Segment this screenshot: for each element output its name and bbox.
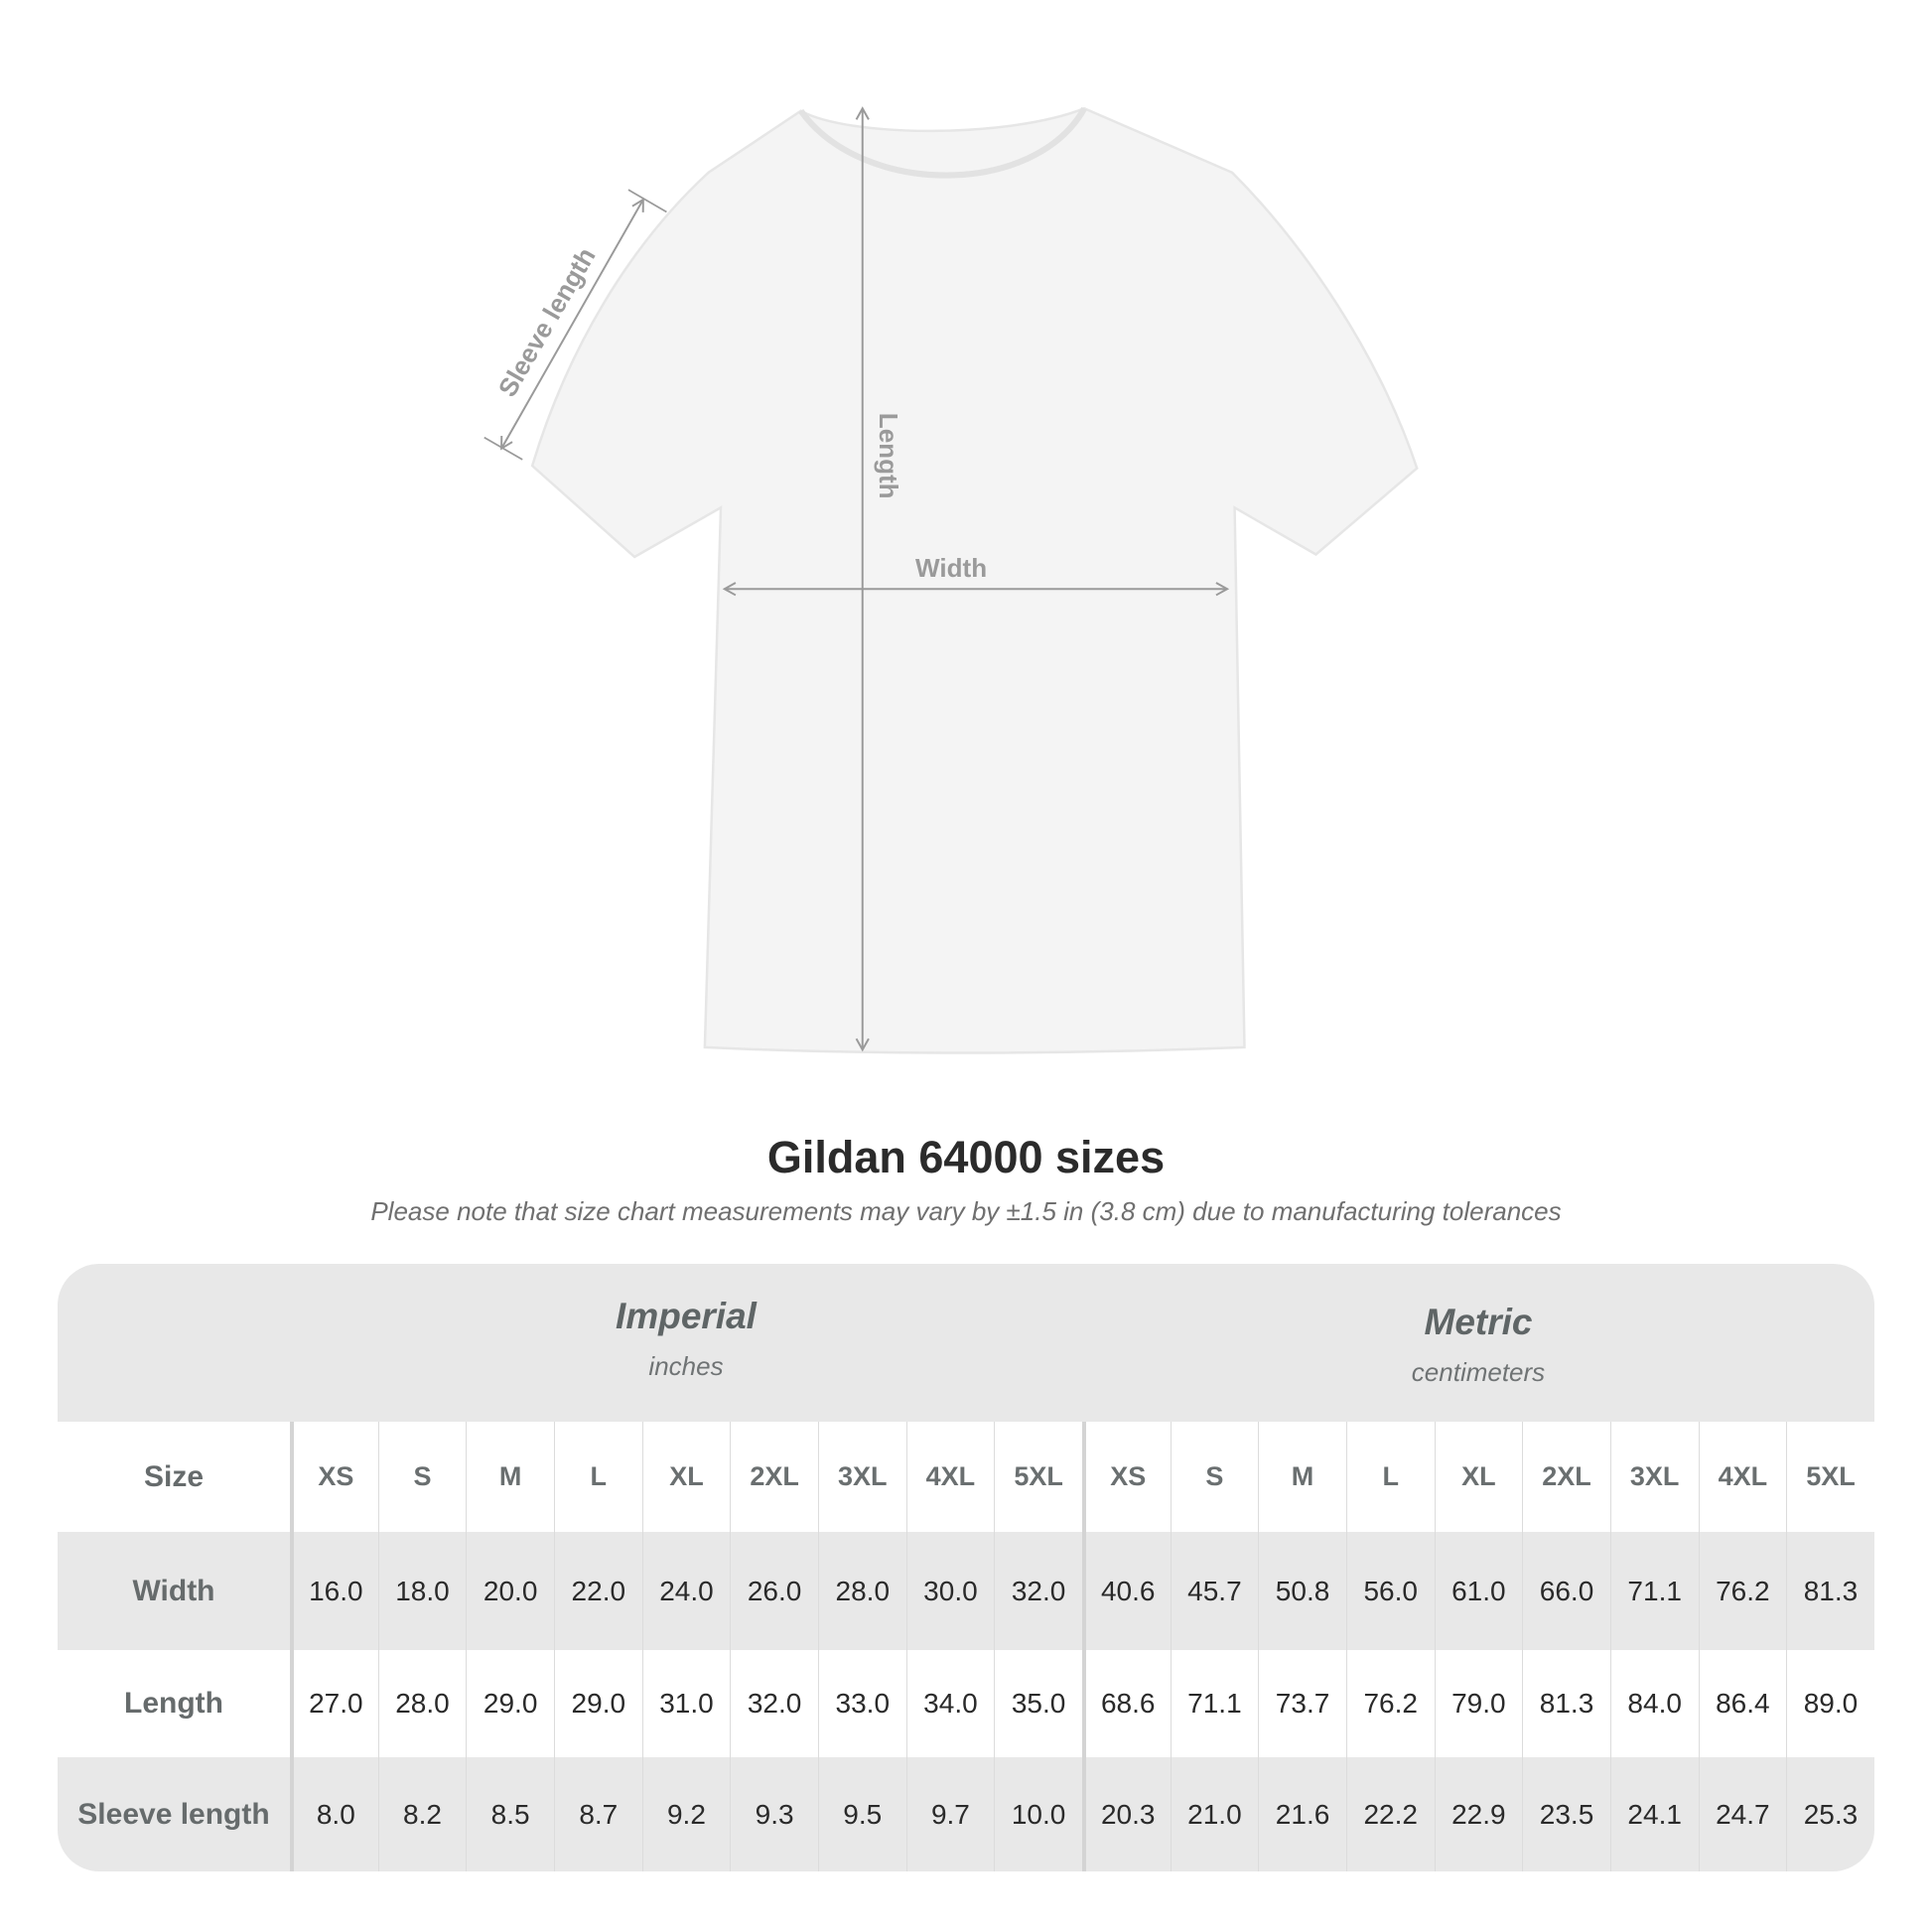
imperial-value-cell: 9.3 [730, 1757, 818, 1871]
imperial-size-header: XL [641, 1422, 731, 1532]
metric-value-cell: 22.9 [1434, 1757, 1523, 1871]
metric-size-header: S [1170, 1422, 1259, 1532]
metric-value-cell: 45.7 [1170, 1532, 1259, 1650]
metric-header: Metric centimeters [1082, 1302, 1874, 1459]
imperial-size-header: XS [290, 1422, 378, 1532]
imperial-value-cell: 9.2 [641, 1757, 731, 1871]
metric-title: Metric [1424, 1302, 1533, 1342]
imperial-value-cell: 32.0 [730, 1650, 818, 1757]
metric-value-cell: 24.1 [1609, 1757, 1699, 1871]
metric-value-cell: 25.3 [1786, 1757, 1874, 1871]
metric-value-cell: 79.0 [1434, 1650, 1523, 1757]
imperial-value-cell: 22.0 [553, 1532, 642, 1650]
imperial-size-header: 4XL [905, 1422, 995, 1532]
row-label: Width [132, 1574, 215, 1607]
imperial-value-cell: 20.0 [466, 1532, 554, 1650]
imperial-value-cell: 9.7 [905, 1757, 995, 1871]
metric-value-cell: 86.4 [1698, 1650, 1787, 1757]
metric-value-cell: 81.3 [1522, 1650, 1610, 1757]
tolerance-note: Please note that size chart measurements… [370, 1196, 1562, 1226]
imperial-value-cell: 8.5 [466, 1757, 554, 1871]
imperial-size-header: 3XL [817, 1422, 906, 1532]
imperial-value-cell: 34.0 [905, 1650, 995, 1757]
metric-value-cell: 73.7 [1258, 1650, 1346, 1757]
imperial-value-cell: 27.0 [290, 1650, 378, 1757]
imperial-value-cell: 28.0 [377, 1650, 467, 1757]
sleeve-arrow [500, 198, 644, 451]
metric-value-cell: 22.2 [1345, 1757, 1435, 1871]
metric-size-header: XS [1081, 1422, 1171, 1532]
imperial-value-cell: 18.0 [377, 1532, 467, 1650]
imperial-size-header: 5XL [994, 1422, 1082, 1532]
imperial-size-header: L [553, 1422, 642, 1532]
imperial-value-cell: 24.0 [641, 1532, 731, 1650]
metric-value-cell: 89.0 [1786, 1650, 1874, 1757]
imperial-header: Imperial inches [290, 1296, 1082, 1453]
metric-value-cell: 84.0 [1609, 1650, 1699, 1757]
row-label: Sleeve length [77, 1797, 270, 1831]
metric-unit: centimeters [1411, 1357, 1546, 1387]
imperial-value-cell: 8.7 [553, 1757, 642, 1871]
metric-size-header: XL [1434, 1422, 1523, 1532]
imperial-value-cell: 33.0 [817, 1650, 906, 1757]
imperial-value-cell: 28.0 [817, 1532, 906, 1650]
table-row: Sleeve length 8.0 8.2 8.5 8.7 9.2 9.3 9.5 9.7 10.… [58, 1757, 1874, 1871]
row-label: Length [124, 1687, 223, 1720]
imperial-size-header: S [377, 1422, 467, 1532]
metric-value-cell: 68.6 [1081, 1650, 1171, 1757]
metric-size-header: 3XL [1609, 1422, 1699, 1532]
metric-value-cell: 40.6 [1081, 1532, 1171, 1650]
row-label: Size [143, 1459, 205, 1493]
metric-size-header: L [1345, 1422, 1435, 1532]
table-row: Length 27.0 28.0 29.0 29.0 31.0 32.0 33.0 34.0 35… [58, 1650, 1874, 1757]
imperial-value-cell: 9.5 [817, 1757, 906, 1871]
metric-value-cell: 50.8 [1258, 1532, 1346, 1650]
imperial-value-cell: 8.0 [290, 1757, 378, 1871]
imperial-size-header: M [466, 1422, 554, 1532]
imperial-value-cell: 29.0 [466, 1650, 554, 1757]
metric-size-header: 4XL [1698, 1422, 1787, 1532]
metric-value-cell: 66.0 [1522, 1532, 1610, 1650]
tshirt-diagram: Length Width Sleeve length [483, 106, 1419, 1054]
length-label: Length [874, 413, 903, 499]
metric-value-cell: 71.1 [1609, 1532, 1699, 1650]
imperial-title: Imperial [616, 1296, 757, 1336]
imperial-value-cell: 32.0 [994, 1532, 1082, 1650]
imperial-value-cell: 29.0 [553, 1650, 642, 1757]
size-table: Imperial inches Metric centimeters Size X… [58, 1264, 1874, 1871]
metric-value-cell: 23.5 [1522, 1757, 1610, 1871]
imperial-value-cell: 35.0 [994, 1650, 1082, 1757]
metric-size-header: 5XL [1786, 1422, 1874, 1532]
imperial-value-cell: 26.0 [730, 1532, 818, 1650]
metric-value-cell: 24.7 [1698, 1757, 1787, 1871]
metric-value-cell: 81.3 [1786, 1532, 1874, 1650]
collar [798, 106, 1087, 179]
imperial-value-cell: 8.2 [377, 1757, 467, 1871]
table-row: Width 16.0 18.0 20.0 22.0 24.0 26.0 28.0 30.0 32.… [58, 1532, 1874, 1650]
metric-size-header: M [1258, 1422, 1346, 1532]
metric-size-header: 2XL [1522, 1422, 1610, 1532]
imperial-size-header: 2XL [730, 1422, 818, 1532]
metric-value-cell: 56.0 [1345, 1532, 1435, 1650]
metric-value-cell: 76.2 [1698, 1532, 1787, 1650]
metric-value-cell: 21.6 [1258, 1757, 1346, 1871]
size-header-row: Size XS S M L XL 2XL 3XL 4XL 5XL XS S M L XL 2XL 3XL 4XL 5… [58, 1422, 1874, 1532]
width-label: Width [915, 553, 987, 583]
imperial-value-cell: 10.0 [994, 1757, 1082, 1871]
metric-value-cell: 20.3 [1081, 1757, 1171, 1871]
imperial-unit: inches [648, 1351, 724, 1381]
metric-value-cell: 71.1 [1170, 1650, 1259, 1757]
imperial-value-cell: 31.0 [641, 1650, 731, 1757]
metric-value-cell: 76.2 [1345, 1650, 1435, 1757]
page-title: Gildan 64000 sizes [766, 1132, 1166, 1182]
imperial-value-cell: 30.0 [905, 1532, 995, 1650]
imperial-value-cell: 16.0 [290, 1532, 378, 1650]
metric-value-cell: 61.0 [1434, 1532, 1523, 1650]
metric-value-cell: 21.0 [1170, 1757, 1259, 1871]
